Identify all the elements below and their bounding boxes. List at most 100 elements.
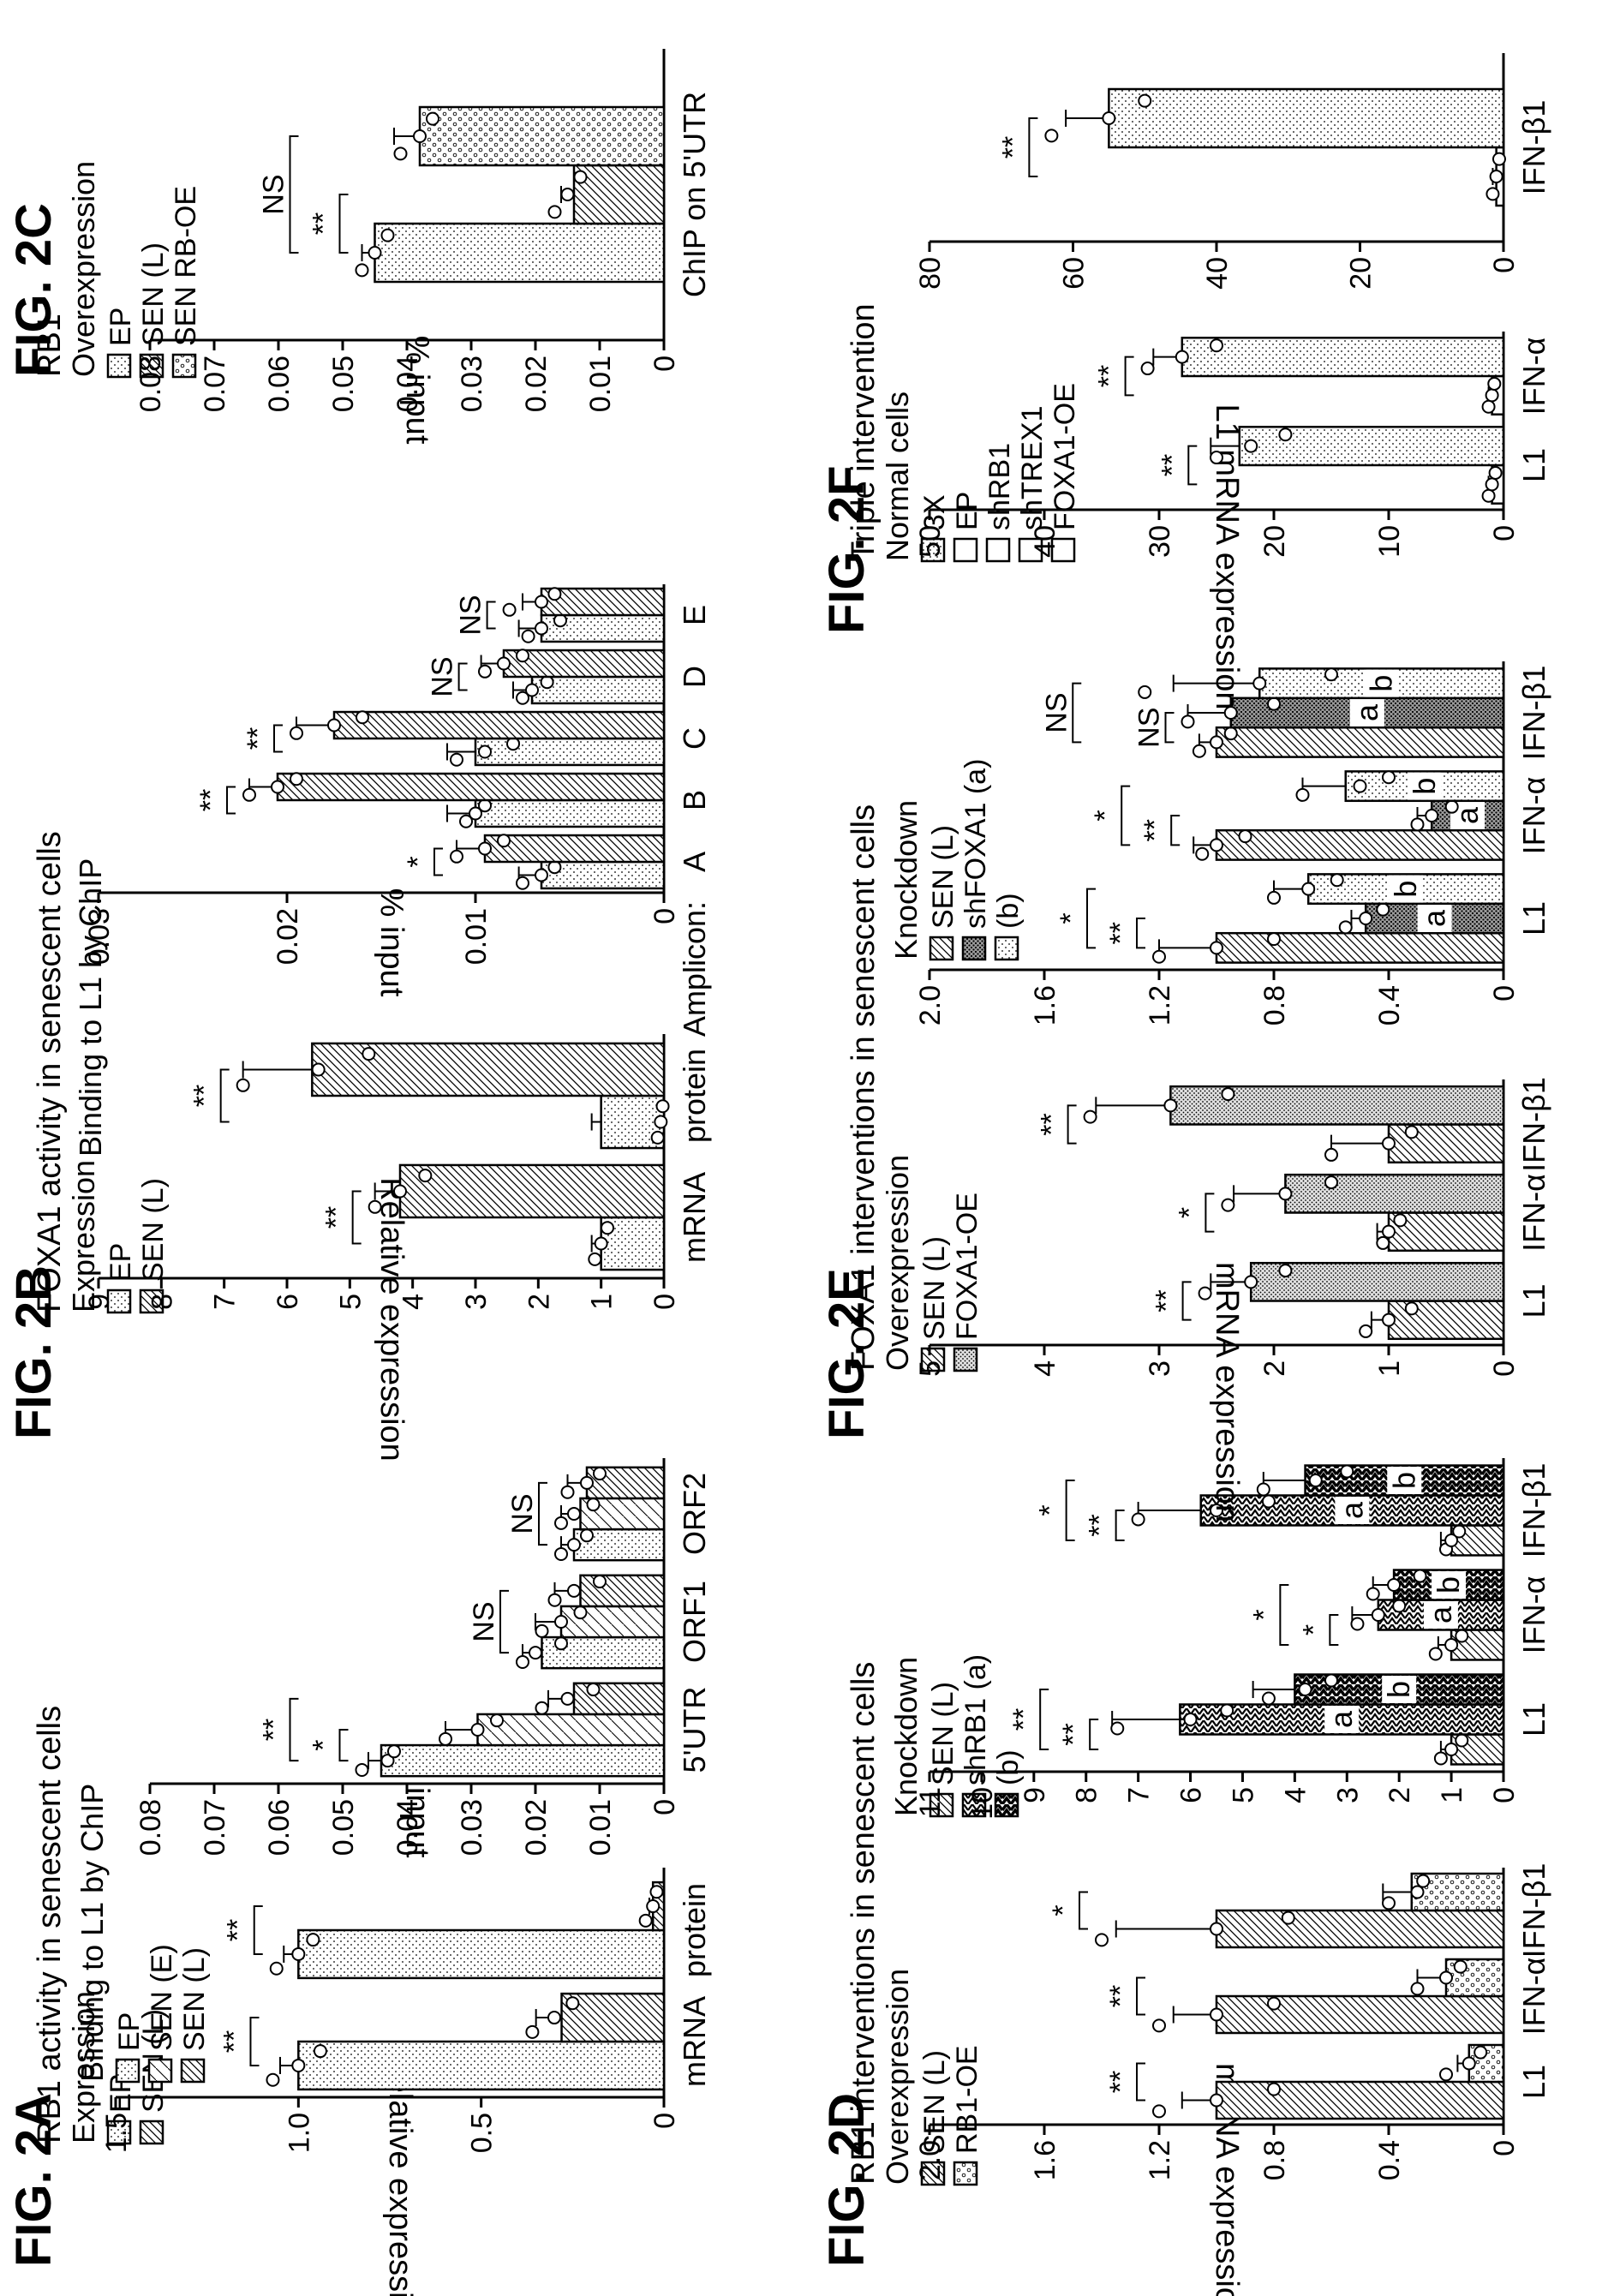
significance-label: ** [1093, 365, 1126, 387]
significance-label: ** [1139, 819, 1171, 841]
data-point [540, 675, 554, 690]
y-tick-label: 5 [1227, 1787, 1259, 1803]
data-point [1455, 1733, 1469, 1748]
y-tick-label: 0.02 [272, 908, 304, 965]
legend-label: SEN (L) [918, 2050, 951, 2154]
data-point [547, 587, 562, 601]
data-point [1044, 129, 1059, 143]
y-tick-label: 1 [586, 1294, 619, 1310]
y-tick-label: 2.0 [914, 985, 947, 1025]
x-tick-label: IFN-α [1516, 1958, 1551, 2036]
significance-bracket [1164, 712, 1175, 744]
legend-swatch [180, 2058, 206, 2084]
data-point [497, 834, 511, 848]
y-tick-label: 10 [966, 1787, 999, 1820]
bar [474, 737, 666, 767]
chart-title: RB1 activity in senescent cells [32, 1706, 68, 2144]
data-point [1382, 1224, 1396, 1239]
bar [1215, 828, 1505, 861]
y-tick-label: 2 [523, 1294, 555, 1310]
data-point [560, 188, 575, 201]
significance-label: ** [320, 1206, 353, 1229]
y-tick-label: 2.0 [914, 2140, 947, 2180]
data-point [1425, 809, 1439, 822]
data-point [580, 1528, 594, 1543]
y-tick-label: 0.06 [263, 1799, 296, 1856]
data-point [649, 1885, 664, 1899]
legend-swatch [985, 537, 1011, 563]
y-tick-label: 0 [649, 356, 681, 372]
data-point [1410, 1885, 1425, 1899]
y-tick-label: 0 [649, 908, 681, 924]
data-point [1102, 111, 1116, 125]
data-point [266, 2072, 280, 2087]
y-tick-label: 1.2 [1144, 985, 1176, 1025]
legend-swatch [953, 2161, 978, 2186]
y-tick-label: 2 [1258, 1360, 1291, 1377]
significance-bracket [1124, 356, 1134, 397]
data-point [490, 1713, 504, 1728]
data-point [1181, 715, 1195, 729]
chart-subtitle: Expression [66, 1160, 101, 1312]
data-point [368, 1199, 382, 1214]
legend-swatch [961, 1792, 987, 1818]
bar-tag-label: a [1349, 703, 1384, 721]
significance-bracket [538, 1481, 547, 1546]
data-point [1444, 1533, 1459, 1547]
y-tick-label: 5 [914, 1360, 947, 1377]
data-point [535, 1623, 549, 1638]
data-point [426, 111, 439, 126]
legend-swatch [929, 1792, 954, 1818]
legend-label: shRB1 [983, 443, 1016, 530]
y-tick-label: 11 [914, 1787, 947, 1817]
x-tick-label: mRNA [677, 1172, 712, 1263]
x-tick-label: L1 [1516, 448, 1551, 482]
bar-tag-bg [1389, 875, 1424, 903]
data-point [1223, 706, 1238, 720]
significance-bracket [457, 662, 468, 691]
y-tick-label: 1.0 [283, 2113, 315, 2153]
x-tick-label: A [677, 852, 712, 872]
significance-label: * [1089, 810, 1121, 821]
significance-label: ** [1104, 922, 1137, 944]
data-point [355, 1762, 369, 1777]
y-tick-label: 0.06 [263, 356, 296, 412]
data-point [1382, 770, 1396, 785]
legend-label: SEN (L) [137, 1178, 170, 1282]
x-tick-label: C [677, 727, 712, 750]
data-point [516, 876, 529, 890]
significance-bracket [1205, 1193, 1215, 1233]
legend-swatch [139, 1289, 164, 1314]
x-tick-label: L1 [1516, 2065, 1551, 2099]
data-point [516, 691, 529, 705]
x-tick-label: IFN-β1 [1516, 1463, 1551, 1558]
bar [1108, 87, 1505, 149]
bar-tag-label: a [1417, 909, 1452, 927]
y-tick-label: 0 [1488, 257, 1521, 273]
data-point [1353, 779, 1367, 793]
y-tick-label: 0 [1488, 525, 1521, 541]
x-tick-label: IFN-β1 [1516, 666, 1551, 761]
bar-tag-bg [1450, 802, 1485, 829]
chart-2B-expression: FOXA1 activity in senescent cellsExpress… [32, 831, 712, 1462]
significance-bracket [486, 601, 496, 630]
chart-2B-chip: Binding to L1 by ChIP 0 0.01 0.02 0.03 % inpu… [73, 584, 712, 1157]
data-point [1350, 1617, 1365, 1631]
significance-bracket [1089, 1719, 1099, 1750]
bar-tag-label: b [1431, 1576, 1466, 1593]
chart-subtitle: Knockdown [888, 800, 924, 960]
bar-tag-label: b [1407, 778, 1442, 795]
data-point [1491, 152, 1506, 166]
data-point [1453, 1959, 1468, 1974]
bar [276, 772, 666, 802]
significance-bracket [1121, 785, 1131, 846]
bar-tag-label: b [1364, 675, 1399, 692]
bar-tag-bg [1423, 1601, 1458, 1629]
data-point [567, 1538, 581, 1552]
chart-subtitle: Binding to L1 by ChIP [73, 858, 108, 1157]
x-tick-label: L1 [1516, 1283, 1551, 1318]
significance-label: NS [258, 174, 290, 214]
significance-bracket [1115, 1510, 1125, 1541]
significance-label: ** [242, 727, 274, 750]
